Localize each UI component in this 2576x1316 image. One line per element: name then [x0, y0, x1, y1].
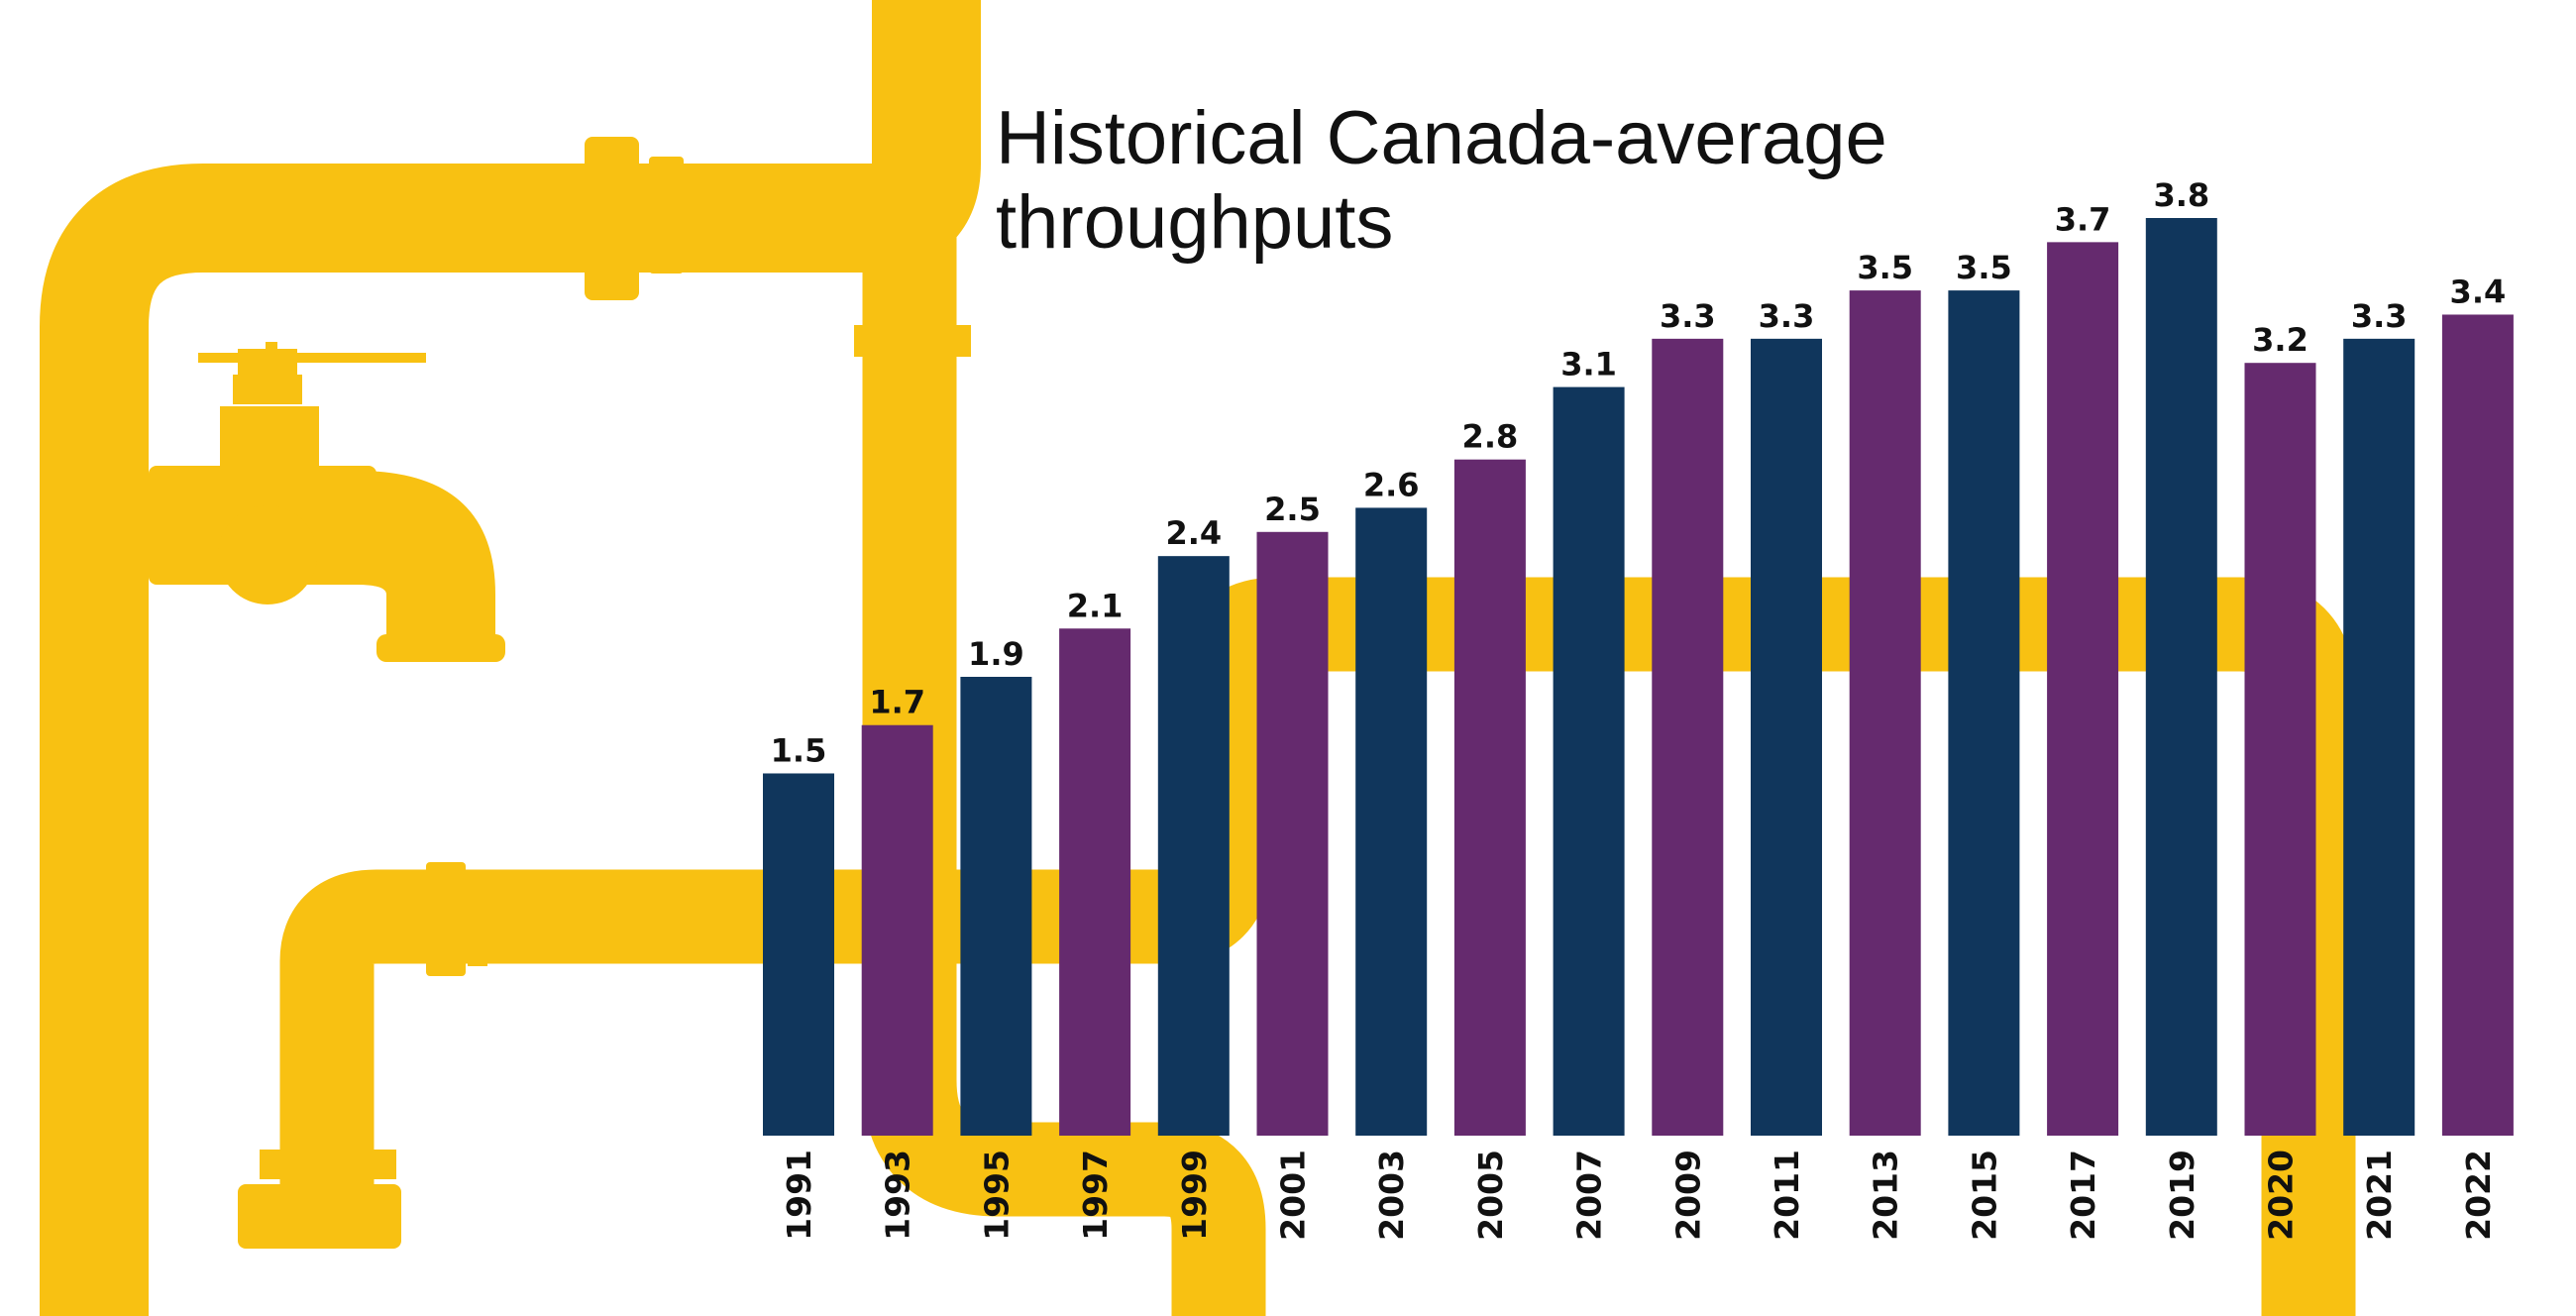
flange: [854, 325, 971, 357]
chart-title-line-1: Historical Canada-average: [996, 96, 1887, 180]
bar-1995: [960, 677, 1032, 1136]
x-tick-label-2021: 2021: [2360, 1150, 2399, 1241]
x-tick-label-2007: 2007: [1570, 1150, 1609, 1241]
flange: [585, 137, 639, 300]
x-tick-label-2020: 2020: [2262, 1150, 2301, 1241]
value-label-1991: 1.5: [771, 731, 827, 769]
value-label-1995: 1.9: [968, 635, 1024, 673]
x-tick-label-2003: 2003: [1372, 1150, 1411, 1241]
flange: [426, 862, 466, 976]
x-tick-label-1991: 1991: [780, 1150, 818, 1241]
chart-title-line-2: throughputs: [996, 180, 1393, 265]
nozzle: [238, 1184, 401, 1249]
bar-2015: [1948, 290, 2020, 1137]
bar-2007: [1553, 386, 1625, 1136]
value-label-1997: 2.1: [1067, 587, 1124, 624]
value-label-2019: 3.8: [2153, 176, 2209, 214]
value-label-2020: 3.2: [2252, 321, 2308, 359]
bar-2017: [2047, 242, 2119, 1137]
bar-1993: [861, 724, 933, 1136]
x-tick-label-2001: 2001: [1274, 1150, 1313, 1241]
bar-2022: [2441, 314, 2514, 1136]
x-tick-label-2022: 2022: [2459, 1150, 2498, 1241]
nozzle: [260, 1150, 396, 1179]
value-label-2021: 3.3: [2351, 297, 2408, 335]
value-label-2009: 3.3: [1660, 297, 1716, 335]
value-label-2017: 3.7: [2055, 200, 2111, 238]
bar-2001: [1256, 531, 1329, 1136]
x-tick-label-2009: 2009: [1668, 1150, 1707, 1241]
value-label-2022: 3.4: [2450, 273, 2507, 310]
x-tick-label-1997: 1997: [1076, 1150, 1115, 1241]
value-label-1993: 1.7: [869, 684, 925, 721]
value-label-2001: 2.5: [1264, 491, 1321, 528]
x-tick-label-2005: 2005: [1471, 1150, 1510, 1241]
chart-title: Historical Canada-average throughputs: [996, 96, 1887, 265]
value-label-2005: 2.8: [1462, 418, 1519, 456]
value-label-2015: 3.5: [1956, 249, 2012, 286]
value-label-2011: 3.3: [1759, 297, 1815, 335]
value-label-1999: 2.4: [1165, 514, 1222, 552]
x-tick-label-group: 1991 1993 1995 1997 1999 2001 2003 2005 2007 2009…: [780, 1150, 2498, 1241]
x-tick-label-2015: 2015: [1965, 1150, 2003, 1241]
value-label-2013: 3.5: [1857, 249, 1913, 286]
x-tick-label-2017: 2017: [2064, 1150, 2102, 1241]
x-tick-label-1993: 1993: [879, 1150, 917, 1241]
left-pipe: [40, 0, 981, 1316]
x-tick-label-1995: 1995: [977, 1150, 1016, 1241]
bar-2019: [2145, 218, 2217, 1136]
bar-2005: [1453, 459, 1526, 1136]
value-label-2003: 2.6: [1363, 466, 1420, 503]
flange: [649, 157, 684, 274]
x-tick-label-2013: 2013: [1867, 1150, 1905, 1241]
flange: [468, 872, 487, 966]
bar-1991: [763, 773, 834, 1136]
bar-group: [763, 218, 2514, 1137]
value-label-group: 1.5 1.7 1.9 2.1 2.4 2.5 2.6 2.8 3.1 3.3 3.3 3.5 3.5 3…: [771, 176, 2507, 769]
bar-2003: [1355, 507, 1428, 1136]
value-label-2007: 3.1: [1560, 346, 1617, 384]
bar-2011: [1751, 338, 1822, 1136]
bar-1997: [1059, 628, 1131, 1136]
x-tick-label-1999: 1999: [1175, 1150, 1214, 1241]
x-tick-label-2011: 2011: [1768, 1150, 1806, 1241]
bar-2009: [1652, 338, 1724, 1136]
nozzle: [287, 1021, 367, 1154]
bar-2021: [2343, 338, 2415, 1136]
bar-1999: [1157, 556, 1230, 1136]
faucet-icon: [149, 342, 505, 662]
x-tick-label-2019: 2019: [2163, 1150, 2201, 1241]
bar-2013: [1849, 290, 1921, 1137]
bar-2020: [2244, 363, 2316, 1136]
